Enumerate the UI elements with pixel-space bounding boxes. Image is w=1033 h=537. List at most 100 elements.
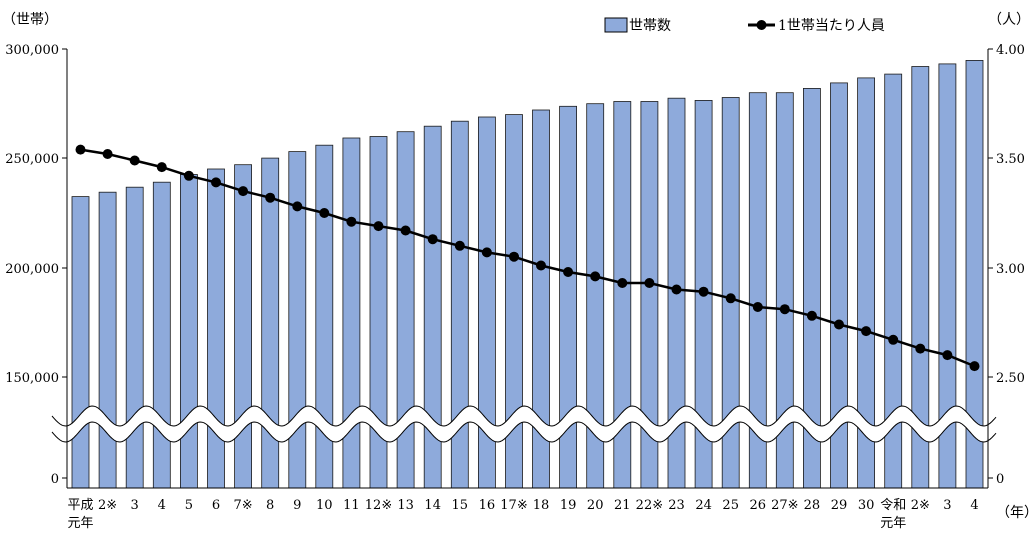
- x-tick-label: 10: [316, 498, 333, 513]
- x-tick-label: 6: [212, 498, 220, 513]
- legend-line-marker: [756, 20, 767, 30]
- line-point: [454, 240, 465, 251]
- line-point: [427, 234, 438, 245]
- line-point: [752, 302, 763, 312]
- line-point: [265, 192, 276, 203]
- line-point: [671, 284, 682, 295]
- left-tick-label: 150,000: [5, 371, 59, 386]
- x-tick-label: 5: [185, 498, 193, 513]
- line-point: [238, 186, 249, 197]
- left-axis-unit: （世帯）: [2, 12, 58, 28]
- x-tick-label: 3: [943, 498, 951, 513]
- bar: [179, 174, 198, 489]
- left-axis: 300,000 250,000 200,000 150,000 0: [5, 43, 67, 487]
- line-point: [373, 221, 384, 232]
- line-point: [75, 144, 86, 155]
- axis-break-upper: [51, 405, 997, 427]
- line-point: [102, 149, 113, 159]
- line-point: [725, 293, 736, 304]
- line-point: [292, 201, 303, 212]
- x-tick-label: 元年: [67, 516, 93, 531]
- x-tick-label: 平成: [67, 498, 93, 513]
- line-point: [779, 304, 790, 315]
- x-tick-label: 4: [158, 498, 166, 513]
- line-point: [888, 334, 899, 345]
- line-point: [536, 260, 546, 271]
- left-tick-label: 250,000: [5, 152, 59, 167]
- left-tick-label: 0: [51, 472, 59, 487]
- legend-bar-swatch: [604, 17, 628, 33]
- right-axis: 4.00 3.50 3.00 2.50 0: [988, 43, 1025, 487]
- x-axis-unit: （年）: [996, 505, 1033, 521]
- x-tick-label: 18: [533, 498, 550, 513]
- line-point: [942, 350, 953, 361]
- legend-bar-label: 世帯数: [629, 18, 671, 34]
- right-tick-label: 2.50: [996, 371, 1025, 386]
- x-tick-label: 令和: [880, 498, 906, 513]
- left-tick-label: 200,000: [5, 262, 59, 277]
- x-tick-label: 2※: [98, 498, 117, 513]
- x-tick-label: 4: [970, 498, 978, 513]
- line-point: [319, 208, 330, 218]
- right-axis-unit: （人）: [988, 12, 1030, 28]
- right-tick-label: 4.00: [996, 43, 1025, 58]
- line-point: [400, 225, 411, 236]
- line-point: [915, 343, 926, 354]
- x-tick-label: 12※: [365, 498, 392, 513]
- x-tick-label: 30: [858, 498, 875, 513]
- legend: 世帯数 1世帯当たり人員: [604, 17, 885, 34]
- line-point: [617, 278, 628, 288]
- line-point: [590, 271, 601, 282]
- line-point: [861, 326, 872, 337]
- line-point: [183, 170, 194, 181]
- x-tick-label: 20: [587, 498, 604, 513]
- line-point: [698, 286, 709, 297]
- line-point: [156, 162, 167, 173]
- axis-break: [51, 405, 997, 443]
- axis-break-lower: [51, 421, 997, 443]
- x-tick-label: 22※: [636, 498, 663, 513]
- bar: [125, 186, 144, 489]
- bar: [98, 191, 117, 489]
- x-tick-label: 11: [343, 498, 360, 513]
- line-point: [211, 177, 221, 188]
- bar: [71, 196, 90, 489]
- x-tick-label: 26: [750, 498, 767, 513]
- line-point: [563, 267, 574, 277]
- x-tick-label: 23: [668, 498, 685, 513]
- x-tick-label: 7※: [234, 498, 253, 513]
- axis-break-fill: [52, 406, 996, 442]
- x-tick-label: 24: [695, 498, 712, 513]
- line-point: [969, 361, 980, 372]
- x-tick-label: 27※: [771, 498, 798, 513]
- x-tick-label: 15: [452, 498, 469, 513]
- x-tick-label: 17※: [500, 498, 527, 513]
- line-point: [346, 216, 357, 227]
- line-point: [644, 278, 655, 288]
- line-point: [509, 251, 519, 262]
- line-path: [80, 148, 975, 368]
- x-tick-label: 25: [722, 498, 739, 513]
- x-tick-label: 13: [397, 498, 414, 513]
- x-tick-label: 8: [266, 498, 274, 513]
- line-point: [129, 155, 140, 166]
- x-tick-label: 元年: [880, 516, 906, 531]
- line-point: [834, 319, 844, 330]
- x-tick-label: 28: [804, 498, 821, 513]
- line-point: [806, 310, 817, 321]
- bar: [234, 164, 253, 489]
- x-tick-label: 9: [293, 498, 301, 513]
- legend-line-label: 1世帯当たり人員: [778, 18, 885, 34]
- right-tick-label: 3.50: [996, 152, 1025, 167]
- x-tick-label: 21: [614, 498, 631, 513]
- x-tick-label: 19: [560, 498, 577, 513]
- x-tick-label: 14: [424, 498, 441, 513]
- x-tick-label: 29: [831, 498, 848, 513]
- line-point: [481, 247, 492, 258]
- x-tick-label: 16: [479, 498, 496, 513]
- right-tick-label: 3.00: [996, 262, 1025, 277]
- right-tick-label: 0: [996, 472, 1004, 487]
